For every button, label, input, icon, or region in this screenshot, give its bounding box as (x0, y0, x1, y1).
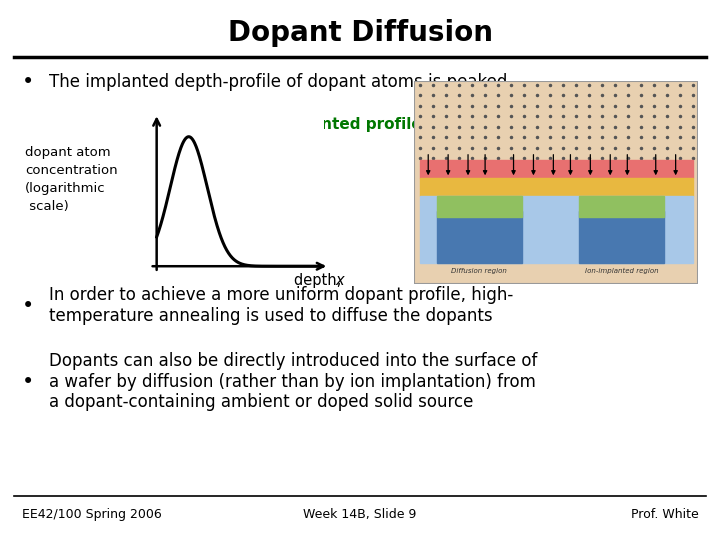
Text: The implanted depth-profile of dopant atoms is peaked.: The implanted depth-profile of dopant at… (49, 73, 513, 91)
Text: Ion-implanted region: Ion-implanted region (585, 268, 658, 274)
Bar (420, 197, 693, 263)
Bar (579, 211, 665, 263)
Text: EE42/100 Spring 2006: EE42/100 Spring 2006 (22, 508, 161, 521)
Text: Dopant Diffusion: Dopant Diffusion (228, 19, 492, 48)
Text: In order to achieve a more uniform dopant profile, high-: In order to achieve a more uniform dopan… (49, 286, 513, 305)
Text: temperature annealing is used to diffuse the dopants: temperature annealing is used to diffuse… (49, 307, 492, 325)
Text: a wafer by diffusion (rather than by ion implantation) from: a wafer by diffusion (rather than by ion… (49, 373, 536, 391)
Bar (420, 178, 693, 197)
Text: depth,: depth, (294, 273, 346, 288)
Text: •: • (22, 72, 34, 92)
Text: x: x (336, 273, 344, 288)
Text: Dopants can also be directly introduced into the surface of: Dopants can also be directly introduced … (49, 352, 537, 370)
Text: as-implanted profile: as-implanted profile (202, 117, 421, 143)
Bar (420, 160, 693, 178)
Text: •: • (22, 372, 34, 392)
Text: Week 14B, Slide 9: Week 14B, Slide 9 (303, 508, 417, 521)
Bar (437, 211, 522, 263)
Text: •: • (22, 295, 34, 316)
Text: dopant atom
concentration
(logarithmic
 scale): dopant atom concentration (logarithmic s… (25, 146, 118, 213)
Bar (579, 197, 665, 217)
Text: Prof. White: Prof. White (631, 508, 698, 521)
Bar (437, 197, 522, 217)
Text: Diffusion region: Diffusion region (451, 268, 508, 274)
Text: a dopant-containing ambient or doped solid source: a dopant-containing ambient or doped sol… (49, 393, 473, 411)
